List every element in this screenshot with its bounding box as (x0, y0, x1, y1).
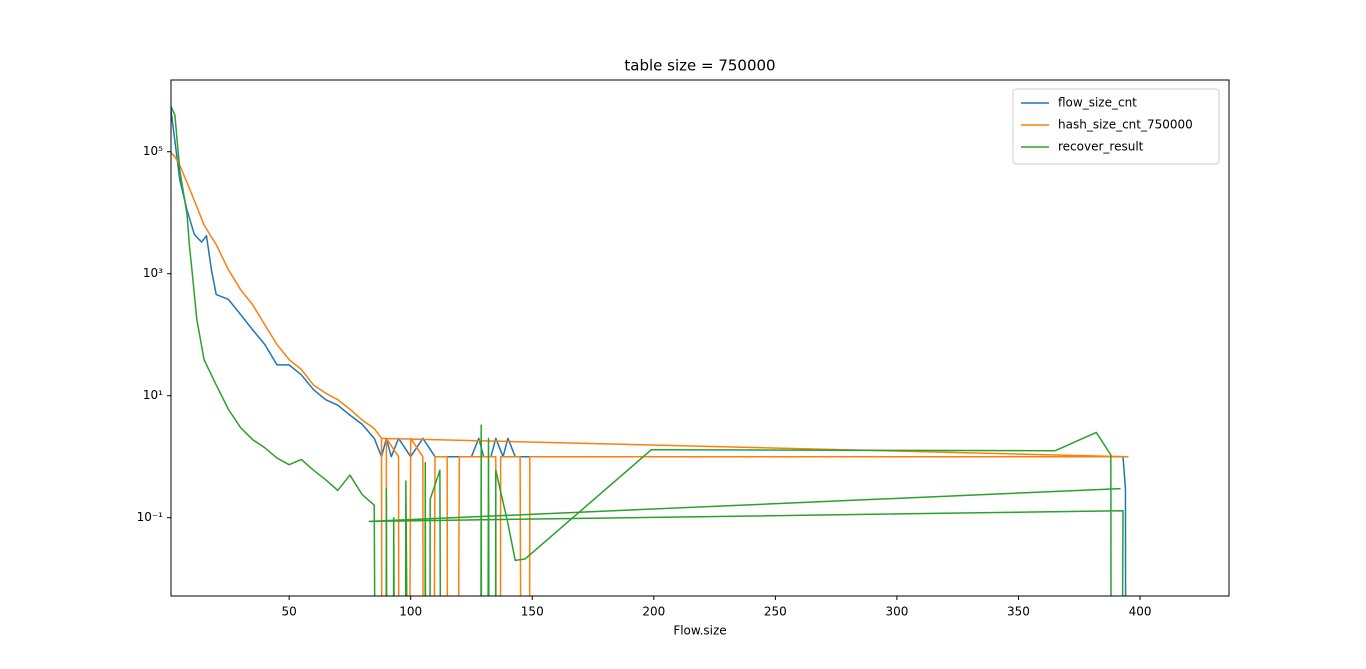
x-tick-label: 150 (521, 605, 544, 619)
x-axis-label: Flow.size (673, 624, 726, 638)
x-tick-label: 350 (1007, 605, 1030, 619)
y-tick-label: 10⁵ (143, 144, 163, 158)
series-line (171, 151, 1129, 596)
legend-box (1012, 88, 1220, 165)
x-tick-label: 300 (885, 605, 908, 619)
series-line (171, 104, 1127, 596)
x-tick-label: 200 (642, 605, 665, 619)
y-tick-label: 10¹ (143, 388, 163, 402)
legend-label: recover_result (1058, 140, 1144, 154)
x-tick-label: 100 (399, 605, 422, 619)
plot-frame (170, 79, 1230, 597)
legend-label: flow_size_cnt (1058, 96, 1137, 110)
legend-label: hash_size_cnt_750000 (1058, 118, 1193, 132)
y-tick-label: 10⁻¹ (137, 510, 164, 524)
series-line (171, 104, 1124, 596)
x-tick-label: 250 (764, 605, 787, 619)
x-tick-label: 400 (1129, 605, 1152, 619)
chart-title: table size = 750000 (624, 57, 775, 75)
x-tick-label: 50 (282, 605, 297, 619)
y-tick-label: 10³ (143, 266, 163, 280)
plot-lines (171, 104, 1129, 596)
